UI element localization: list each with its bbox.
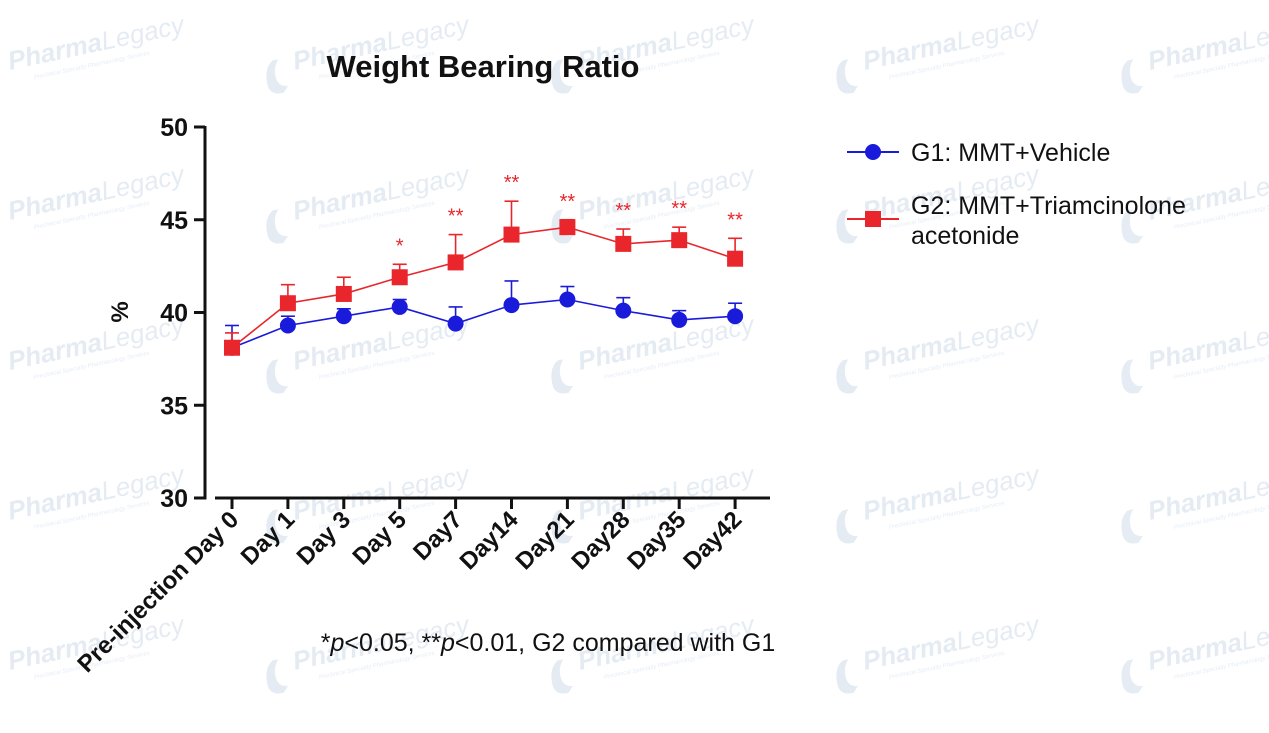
significance-label: ** (448, 206, 464, 228)
chart-title: Weight Bearing Ratio (327, 49, 640, 84)
data-point (279, 317, 296, 334)
significance-label: ** (560, 191, 576, 213)
watermark-logo-icon (836, 659, 859, 694)
significance-label: ** (504, 172, 520, 194)
series-2: ******* ** **** (224, 172, 744, 356)
watermark-logo-icon (1121, 59, 1144, 94)
data-point (391, 298, 408, 315)
significance-label: ** (616, 200, 632, 222)
legend-g2-marker (865, 211, 881, 227)
data-point (279, 295, 296, 312)
data-point (671, 232, 688, 249)
watermark-brand: PharmaLegacy (1145, 459, 1269, 526)
legend: G1: MMT+Vehicle G2: MMT+Triamcinolone ace… (847, 139, 1186, 250)
watermark-logo-icon (836, 509, 859, 544)
y-tick-label: 50 (160, 114, 188, 142)
watermark-logo-icon (836, 359, 859, 394)
watermark-logo-icon (1121, 509, 1144, 544)
watermark-logo-icon (266, 659, 289, 694)
watermark-logo-icon (551, 59, 574, 94)
x-tick-label: Pre-injection Day 0 (72, 506, 244, 678)
watermark-logo-icon (266, 209, 289, 244)
y-tick-label: 30 (160, 485, 188, 513)
watermark-logo-icon (266, 359, 289, 394)
legend-g2-label: G2: MMT+Triamcinolone acetonide (911, 192, 1186, 250)
data-point (391, 269, 408, 286)
watermark-logo-icon (551, 659, 574, 694)
data-point (224, 339, 240, 356)
footnote: *p<0.05, **p<0.01, G2 compared with G1 (321, 629, 775, 657)
x-tick-label: Day 1 (236, 506, 300, 570)
watermark-logo-icon (1121, 659, 1144, 694)
watermark-logo-icon (836, 209, 859, 244)
data-point (447, 254, 464, 271)
data-point (671, 311, 688, 328)
y-tick-label: 45 (160, 207, 188, 235)
data-point (727, 250, 744, 267)
x-tick-label: Day42 (678, 506, 747, 575)
legend-g1-label: G1: MMT+Vehicle (911, 139, 1110, 167)
data-point (503, 226, 520, 243)
y-axis-label: % (107, 301, 134, 322)
legend-g1-marker (865, 144, 881, 160)
watermark-logo-icon (551, 359, 574, 394)
watermark-logo-icon (1121, 359, 1144, 394)
data-point (559, 219, 576, 236)
watermark-logo-icon (551, 209, 574, 244)
significance-label: * (396, 235, 404, 257)
significance-label: ** (671, 198, 687, 220)
data-point (447, 315, 464, 332)
watermark-brand: PharmaLegacy (1145, 309, 1269, 376)
series-layer: ******* ** **** (224, 172, 744, 356)
watermark-logo-icon (551, 509, 574, 544)
watermark-brand: PharmaLegacy (1145, 609, 1269, 676)
data-point (335, 308, 352, 325)
watermark-logo-icon (836, 59, 859, 94)
data-point (615, 302, 632, 319)
x-tick-label: Day14 (455, 506, 525, 576)
watermark-logo-icon (1121, 209, 1144, 244)
data-point (727, 308, 744, 325)
watermark-logo-icon (266, 59, 289, 94)
series-line (231, 298, 736, 349)
series-line (231, 226, 736, 349)
significance-label: ** (727, 209, 743, 231)
y-tick-label: 35 (160, 392, 188, 420)
watermark-brand: PharmaLegacy (1145, 9, 1269, 76)
y-tick-label: 40 (160, 300, 188, 328)
data-point (335, 285, 352, 302)
data-point (559, 291, 576, 308)
watermark-logo-icon (266, 509, 289, 544)
data-point (615, 235, 632, 252)
data-point (503, 297, 520, 314)
series-1 (224, 280, 744, 356)
